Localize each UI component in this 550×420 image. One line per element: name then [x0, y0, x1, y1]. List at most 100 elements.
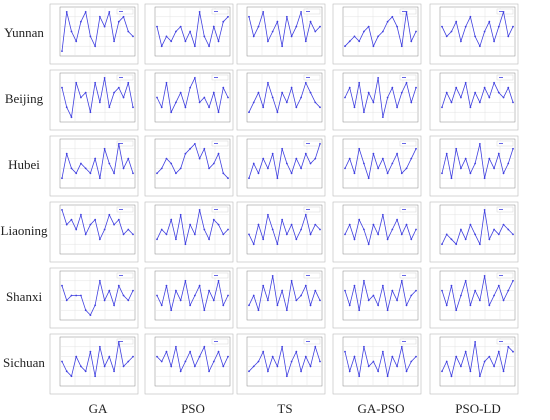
data-point — [488, 355, 491, 358]
plot-area — [154, 336, 231, 387]
data-point — [189, 350, 192, 353]
plot-area — [439, 204, 516, 255]
data-point — [179, 213, 182, 216]
data-point — [208, 289, 210, 292]
data-point — [319, 228, 321, 231]
data-point — [281, 345, 284, 348]
data-point — [386, 20, 389, 23]
data-point — [319, 143, 321, 145]
data-point — [89, 350, 92, 353]
data-line — [344, 214, 417, 246]
data-point — [75, 355, 78, 358]
row-label: Sichuan — [3, 355, 45, 370]
data-point — [262, 106, 265, 109]
data-point — [344, 96, 346, 99]
data-point — [455, 243, 458, 246]
data-point — [396, 106, 398, 109]
data-point — [478, 243, 481, 246]
data-point — [512, 147, 514, 150]
data-point — [271, 30, 274, 33]
data-point — [488, 157, 491, 160]
data-point — [212, 25, 215, 28]
data-point — [132, 289, 134, 292]
data-point — [450, 375, 453, 378]
data-point — [217, 350, 220, 353]
data-point — [469, 106, 472, 109]
data-point — [127, 30, 130, 33]
data-point — [391, 162, 394, 165]
data-point — [75, 172, 78, 175]
data-point — [300, 96, 302, 99]
data-point — [80, 162, 82, 165]
data-point — [252, 365, 255, 368]
row-label: Beijing — [5, 91, 44, 106]
data-point — [507, 162, 510, 165]
data-point — [410, 101, 413, 104]
data-point — [80, 294, 82, 297]
plot-area — [439, 6, 516, 57]
data-point — [281, 45, 284, 48]
data-point — [493, 294, 495, 297]
legend — [303, 74, 321, 81]
data-line — [248, 213, 321, 246]
data-point — [512, 25, 514, 28]
plot-area — [439, 138, 516, 189]
data-point — [203, 228, 206, 231]
data-point — [203, 147, 206, 150]
data-point — [314, 223, 317, 226]
plot-area — [246, 72, 323, 123]
legend — [116, 338, 134, 345]
data-line — [344, 346, 417, 377]
data-point — [445, 360, 448, 363]
data-line — [441, 143, 514, 179]
data-point — [65, 299, 68, 302]
data-point — [61, 209, 63, 211]
data-point — [61, 177, 63, 180]
data-point — [502, 299, 505, 302]
data-point — [290, 360, 293, 363]
small-chart — [49, 69, 139, 131]
data-point — [377, 167, 380, 170]
data-point — [70, 167, 73, 170]
data-point — [304, 213, 307, 216]
data-point — [160, 106, 163, 109]
data-line — [156, 143, 229, 179]
data-point — [227, 15, 229, 18]
data-point — [94, 81, 97, 84]
plot-area — [154, 138, 231, 189]
data-point — [267, 370, 269, 373]
data-point — [474, 162, 477, 165]
data-point — [170, 111, 173, 114]
data-point — [290, 86, 293, 89]
small-chart — [49, 333, 139, 395]
data-point — [276, 111, 279, 114]
small-chart — [429, 333, 519, 395]
data-point — [507, 345, 510, 348]
data-point — [469, 304, 472, 307]
data-point — [478, 299, 481, 302]
data-point — [314, 101, 317, 104]
small-chart — [49, 3, 139, 65]
legend — [116, 272, 134, 279]
data-point — [222, 365, 225, 368]
data-point — [400, 91, 403, 94]
data-point — [309, 162, 312, 165]
data-point — [122, 294, 125, 297]
data-point — [179, 167, 182, 170]
data-point — [175, 101, 177, 104]
data-point — [405, 370, 408, 373]
data-point — [252, 162, 255, 165]
data-point — [94, 375, 97, 378]
data-point — [507, 289, 510, 292]
data-point — [189, 223, 192, 226]
data-point — [94, 157, 97, 160]
data-point — [497, 91, 500, 94]
plot-area — [59, 72, 136, 123]
data-point — [469, 172, 472, 175]
plot-area — [439, 336, 516, 387]
data-point — [445, 233, 448, 236]
data-point — [460, 40, 462, 43]
data-point — [84, 233, 87, 236]
data-point — [252, 294, 255, 297]
data-point — [208, 370, 210, 373]
